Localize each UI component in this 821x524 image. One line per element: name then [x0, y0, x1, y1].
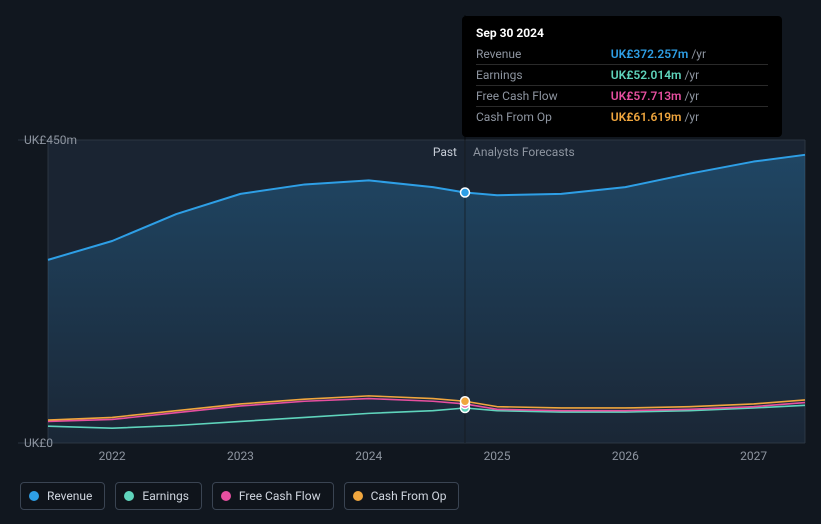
tooltip-row: Cash From OpUK£61.619m/yr — [476, 107, 768, 128]
tooltip-row-value: UK£52.014m/yr — [611, 65, 768, 86]
svg-text:2023: 2023 — [227, 449, 254, 463]
svg-text:2026: 2026 — [612, 449, 639, 463]
legend-swatch — [124, 491, 134, 501]
tooltip-row-value: UK£57.713m/yr — [611, 86, 768, 107]
legend-swatch — [221, 491, 231, 501]
chart-legend: Revenue Earnings Free Cash Flow Cash From O… — [20, 482, 459, 510]
svg-text:2025: 2025 — [484, 449, 511, 463]
svg-text:2024: 2024 — [355, 449, 382, 463]
tooltip-row-value: UK£372.257m/yr — [611, 44, 768, 65]
svg-text:Past: Past — [433, 145, 457, 159]
chart-tooltip: Sep 30 2024 RevenueUK£372.257m/yrEarning… — [462, 16, 782, 137]
legend-label: Earnings — [142, 489, 189, 503]
svg-text:UK£450m: UK£450m — [24, 133, 77, 147]
legend-swatch — [29, 491, 39, 501]
tooltip-row: RevenueUK£372.257m/yr — [476, 44, 768, 65]
legend-item-cash-from-op[interactable]: Cash From Op — [344, 482, 460, 510]
tooltip-row-label: Revenue — [476, 44, 611, 65]
legend-label: Revenue — [47, 489, 92, 503]
tooltip-row: Free Cash FlowUK£57.713m/yr — [476, 86, 768, 107]
tooltip-date: Sep 30 2024 — [476, 26, 768, 40]
financials-forecast-chart: UK£0UK£450m202220232024202520262027PastA… — [0, 0, 821, 524]
tooltip-row-label: Earnings — [476, 65, 611, 86]
tooltip-row-label: Free Cash Flow — [476, 86, 611, 107]
svg-text:2027: 2027 — [740, 449, 767, 463]
legend-item-revenue[interactable]: Revenue — [20, 482, 105, 510]
legend-swatch — [353, 491, 363, 501]
legend-label: Free Cash Flow — [239, 489, 321, 503]
legend-item-earnings[interactable]: Earnings — [115, 482, 202, 510]
tooltip-row-value: UK£61.619m/yr — [611, 107, 768, 128]
svg-text:Analysts Forecasts: Analysts Forecasts — [473, 145, 575, 159]
tooltip-row: EarningsUK£52.014m/yr — [476, 65, 768, 86]
tooltip-table: RevenueUK£372.257m/yrEarningsUK£52.014m/… — [476, 44, 768, 127]
legend-label: Cash From Op — [371, 489, 447, 503]
legend-item-free-cash-flow[interactable]: Free Cash Flow — [212, 482, 334, 510]
svg-text:2022: 2022 — [99, 449, 126, 463]
tooltip-row-label: Cash From Op — [476, 107, 611, 128]
